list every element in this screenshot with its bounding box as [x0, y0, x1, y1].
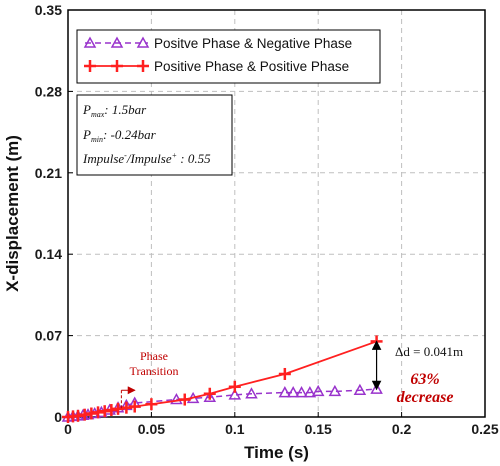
x-axis-title: Time (s): [244, 443, 309, 462]
point-positive-positive: [278, 367, 291, 380]
y-tick-label: 0.21: [35, 165, 62, 181]
point-positive-negative: [311, 384, 325, 397]
series-positive-positive: [62, 335, 383, 423]
point-positive-negative: [286, 386, 300, 398]
legend-marker-series2: [84, 60, 96, 72]
point-positive-negative: [295, 386, 308, 398]
point-positive-negative: [203, 390, 217, 402]
axis-ticks: 0 0.05 0.1 0.15 0.2 0.25 0 0.07 0.14 0.21 0.28 0.35: [35, 2, 499, 437]
point-positive-negative: [328, 384, 342, 397]
y-tick-label: 0: [54, 409, 62, 425]
legend-marker-series1: [110, 36, 124, 48]
legend-marker-series2: [137, 60, 149, 72]
x-tick-label: 0.2: [392, 421, 412, 437]
y-tick-label: 0.35: [35, 2, 62, 18]
x-tick-label: 0.25: [471, 421, 498, 437]
legend-label-series2: Positive Phase & Positive Phase: [154, 59, 349, 74]
decrease-percent: 63%: [410, 371, 439, 388]
legend-marker-series1: [83, 36, 97, 48]
x-tick-label: 0.15: [305, 421, 332, 437]
series-line-positive-negative: [67, 388, 377, 418]
plot-frame: [67, 9, 486, 418]
annotations: Phase Transition Δd = 0.041m 63% decreas…: [120, 340, 463, 411]
point-positive-negative: [228, 388, 242, 400]
x-tick-label: 0.1: [225, 421, 245, 437]
point-positive-negative: [245, 387, 258, 399]
y-tick-label: 0.07: [35, 328, 62, 344]
legend-box: [76, 29, 381, 84]
point-positive-positive: [203, 387, 216, 400]
y-tick-label: 0.28: [35, 83, 62, 99]
point-positive-positive: [178, 393, 191, 406]
phase-transition-label-1: Phase: [140, 349, 168, 363]
point-positive-positive: [145, 398, 158, 411]
legend-sample-series2: [84, 60, 149, 72]
point-positive-negative: [278, 386, 292, 398]
legend: Positve Phase & Negative Phase Positive …: [76, 29, 381, 84]
impulse-text: Impulse-/Impulse+ : 0.55: [82, 151, 211, 166]
point-positive-positive: [228, 380, 241, 393]
x-tick-label: 0.05: [138, 421, 165, 437]
legend-marker-series1: [136, 36, 150, 48]
legend-sample-series1: [83, 36, 150, 48]
info-box-frame: [76, 94, 233, 176]
point-positive-positive: [128, 400, 141, 413]
decrease-word: decrease: [397, 389, 454, 406]
y-tick-label: 0.14: [35, 246, 62, 262]
legend-label-series1: Positve Phase & Negative Phase: [154, 36, 352, 51]
legend-marker-series2: [111, 60, 123, 72]
phase-transition-label-2: Transition: [130, 364, 179, 378]
y-axis-title: X-displacement (m): [3, 135, 22, 292]
pmax-text: Pmax: 1.5bar: [82, 102, 147, 119]
pmin-text: Pmin: -0.24bar: [82, 127, 157, 144]
series-line-positive-positive: [67, 340, 377, 418]
delta-d-label: Δd = 0.041m: [395, 344, 463, 359]
x-tick-label: 0: [64, 421, 72, 437]
info-box: Pmax: 1.5bar Pmin: -0.24bar Impulse-/Imp…: [76, 94, 233, 176]
point-positive-negative: [353, 383, 367, 396]
series-layer: [61, 335, 383, 423]
point-positive-negative: [303, 386, 317, 398]
